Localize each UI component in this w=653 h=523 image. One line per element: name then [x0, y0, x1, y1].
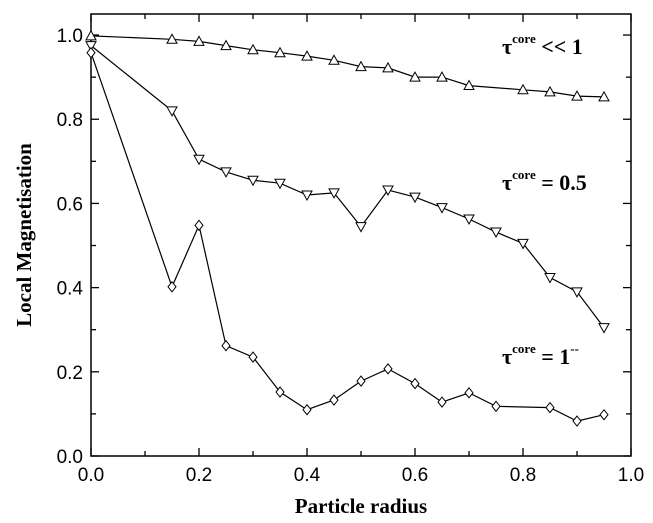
data-point-diamond	[86, 46, 96, 59]
data-point-diamond	[545, 401, 555, 414]
data-point-triangle-up	[436, 71, 448, 82]
series-label-tau-core-much-less-than-1: τcore << 1	[502, 31, 583, 59]
data-point-triangle-up	[220, 39, 232, 51]
data-point-diamond	[599, 408, 609, 421]
data-point-triangle-up	[382, 61, 394, 73]
x-axis-title: Particle radius	[295, 494, 427, 518]
series-line	[90, 45, 605, 328]
data-point-diamond	[410, 377, 420, 390]
series-1	[85, 29, 610, 102]
data-point-triangle-up	[463, 79, 475, 91]
series-label-tau-core-1: τcore = 1--	[502, 341, 579, 369]
x-tick-label: 0.8	[510, 465, 536, 486]
y-tick-label: 0.4	[57, 279, 84, 300]
series-group	[85, 29, 610, 427]
data-point-diamond	[275, 386, 285, 398]
data-point-triangle-up	[571, 90, 583, 101]
y-tick-label: 0.0	[57, 447, 83, 468]
ticks: 0.0 0.2 0.4 0.6 0.8 1.0 0.0 0.2 0.4 0.6 0.8 1.0	[57, 14, 644, 486]
data-point-diamond	[167, 280, 177, 293]
data-point-triangle-down	[409, 192, 421, 204]
data-point-triangle-down	[193, 154, 205, 166]
data-point-triangle-down	[247, 175, 259, 187]
data-point-triangle-up	[274, 46, 286, 58]
data-point-triangle-down	[490, 227, 502, 239]
x-tick-label: 1.0	[618, 465, 644, 486]
data-point-triangle-down	[571, 287, 583, 298]
data-point-diamond	[383, 363, 393, 375]
data-point-triangle-up	[85, 29, 97, 41]
x-tick-label: 0.4	[294, 465, 321, 486]
data-point-diamond	[437, 396, 447, 408]
data-point-diamond	[464, 387, 474, 399]
series-3	[86, 46, 609, 427]
x-tick-label: 0.6	[402, 465, 428, 486]
plot-frame	[90, 13, 632, 457]
data-point-diamond	[194, 219, 204, 232]
data-point-triangle-up	[409, 71, 421, 82]
data-point-triangle-down	[274, 178, 286, 190]
series-2	[85, 41, 610, 334]
data-point-triangle-down	[382, 185, 394, 196]
data-point-triangle-up	[166, 33, 178, 44]
data-point-diamond	[248, 351, 258, 363]
series-label-tau-core-0-5: τcore = 0.5	[502, 167, 587, 195]
data-point-triangle-up	[328, 54, 340, 65]
data-point-triangle-down	[436, 203, 448, 214]
data-point-triangle-down	[598, 323, 610, 334]
data-point-triangle-down	[355, 222, 367, 233]
data-point-triangle-down	[544, 273, 556, 284]
y-tick-label: 1.0	[57, 26, 83, 47]
data-point-diamond	[302, 403, 312, 416]
y-tick-label: 0.6	[57, 194, 83, 215]
data-point-triangle-down	[166, 106, 178, 117]
data-point-triangle-down	[328, 188, 340, 199]
data-point-triangle-down	[463, 214, 475, 226]
x-tick-label: 0.2	[186, 465, 212, 486]
data-point-triangle-down	[301, 190, 313, 202]
axes	[90, 13, 632, 457]
data-point-diamond	[572, 415, 582, 427]
data-point-triangle-up	[355, 60, 367, 72]
data-point-diamond	[491, 400, 501, 413]
data-point-triangle-up	[598, 90, 610, 102]
x-tick-label: 0.0	[78, 465, 104, 486]
data-point-triangle-up	[544, 85, 556, 97]
data-point-triangle-up	[517, 83, 529, 95]
data-point-diamond	[329, 394, 339, 406]
y-tick-label: 0.2	[57, 363, 83, 384]
data-point-triangle-down	[220, 167, 232, 178]
data-point-diamond	[356, 375, 366, 387]
y-tick-label: 0.8	[57, 110, 83, 131]
data-point-triangle-up	[247, 43, 259, 55]
data-point-triangle-down	[85, 41, 97, 52]
data-point-triangle-down	[517, 238, 529, 250]
data-point-diamond	[221, 339, 231, 352]
y-axis-title: Local Magnetisation	[12, 143, 36, 327]
data-point-triangle-up	[193, 35, 205, 46]
data-point-triangle-up	[301, 50, 313, 61]
